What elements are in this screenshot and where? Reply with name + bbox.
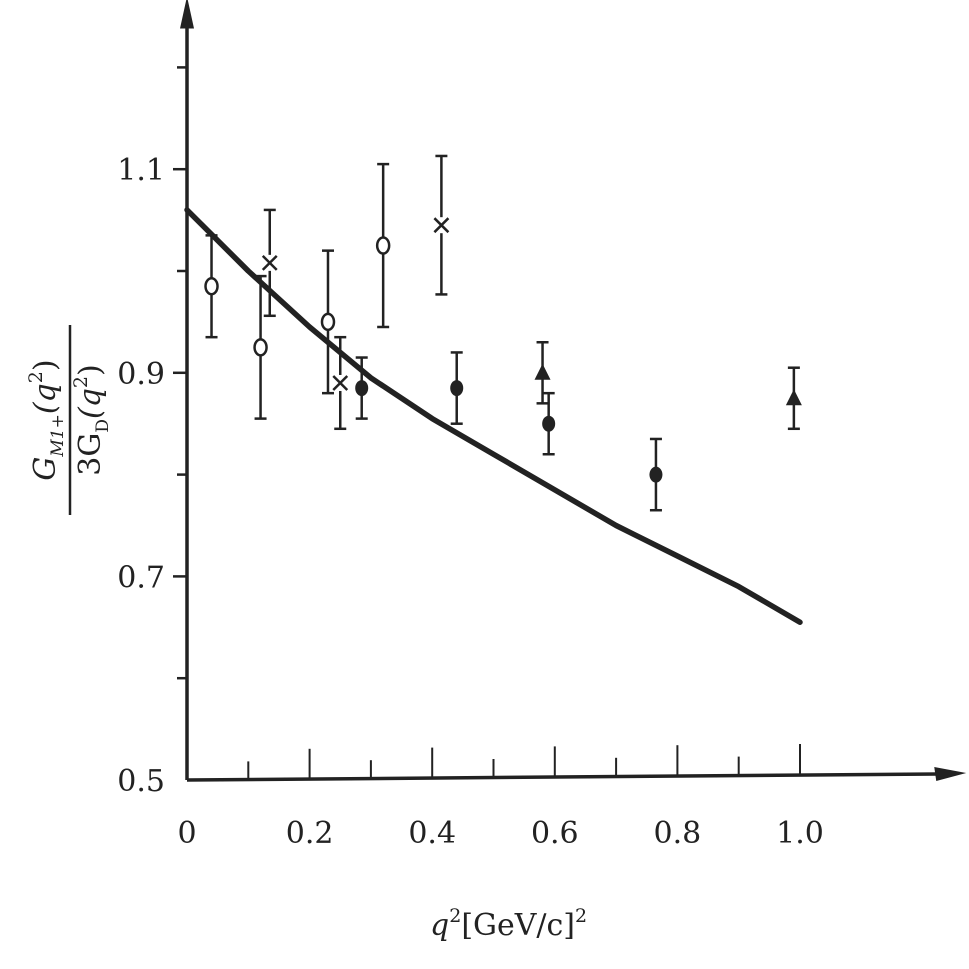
data-point-filled-circle <box>450 351 464 425</box>
data-point-open-circle <box>204 234 219 339</box>
y-tick-label: 0.7 <box>117 560 165 595</box>
data-point-open-circle <box>320 249 336 395</box>
ticks: 0 0.2 0.4 0.6 0.8 1.0 0.5 0.7 0.9 1.1 <box>117 66 824 851</box>
marker-filled-circle <box>355 380 369 397</box>
data-point-open-circle <box>375 162 391 329</box>
x-axis-var-sup: 2 <box>449 905 461 927</box>
y-axis-arrow <box>180 0 194 29</box>
marker-open-circle <box>375 236 391 255</box>
marker-cross-b <box>433 217 450 234</box>
data-point-cross <box>332 335 349 431</box>
data-point-filled-circle <box>542 391 556 456</box>
marker-filled-circle <box>542 415 556 432</box>
data-point-filled-triangle <box>785 366 802 431</box>
y-tick-label: 1.1 <box>117 153 165 188</box>
marker-open-circle <box>253 338 268 357</box>
marker-filled-circle <box>450 380 464 397</box>
marker-open-circle <box>204 277 219 296</box>
data-point-cross <box>433 154 450 296</box>
x-axis-line <box>186 772 939 782</box>
curve-layer <box>184 207 803 625</box>
y-axis-title: GM1+(q2) 3GD(q2) <box>25 325 113 515</box>
x-tick-label: 1.0 <box>776 816 824 851</box>
x-axis-arrow <box>934 767 967 781</box>
x-axis-title: q2[GeV/c]2 <box>430 905 587 943</box>
y-tick-label: 0.9 <box>117 357 165 392</box>
data-point-filled-circle <box>649 437 663 512</box>
data-point-open-circle <box>253 274 268 420</box>
marker-filled-triangle <box>785 389 802 406</box>
theory-curve <box>184 207 803 625</box>
axes <box>180 0 967 782</box>
y-axis-numerator: GM1+(q2) <box>25 359 68 480</box>
x-axis-unit-sup: 2 <box>575 905 587 927</box>
marker-filled-circle <box>649 466 663 483</box>
x-tick-label: 0.2 <box>286 816 334 851</box>
data-point-filled-triangle <box>534 341 551 405</box>
x-tick-label: 0 <box>177 816 196 851</box>
y-axis-denominator: 3GD(q2) <box>70 364 113 475</box>
data-point-cross <box>261 208 278 318</box>
data-point-filled-circle <box>355 356 369 420</box>
marker-open-circle <box>320 312 336 332</box>
x-axis-unit: [GeV/c] <box>461 908 575 943</box>
x-tick-label: 0.8 <box>654 816 702 851</box>
y-tick-label: 0.5 <box>117 764 165 799</box>
marker-cross-b <box>332 375 349 391</box>
x-tick-label: 0.6 <box>531 816 579 851</box>
x-axis-var: q <box>430 908 449 943</box>
marker-cross-b <box>261 254 278 271</box>
x-tick-label: 0.4 <box>408 816 456 851</box>
marker-filled-triangle <box>534 363 551 380</box>
points-layer <box>204 154 802 512</box>
